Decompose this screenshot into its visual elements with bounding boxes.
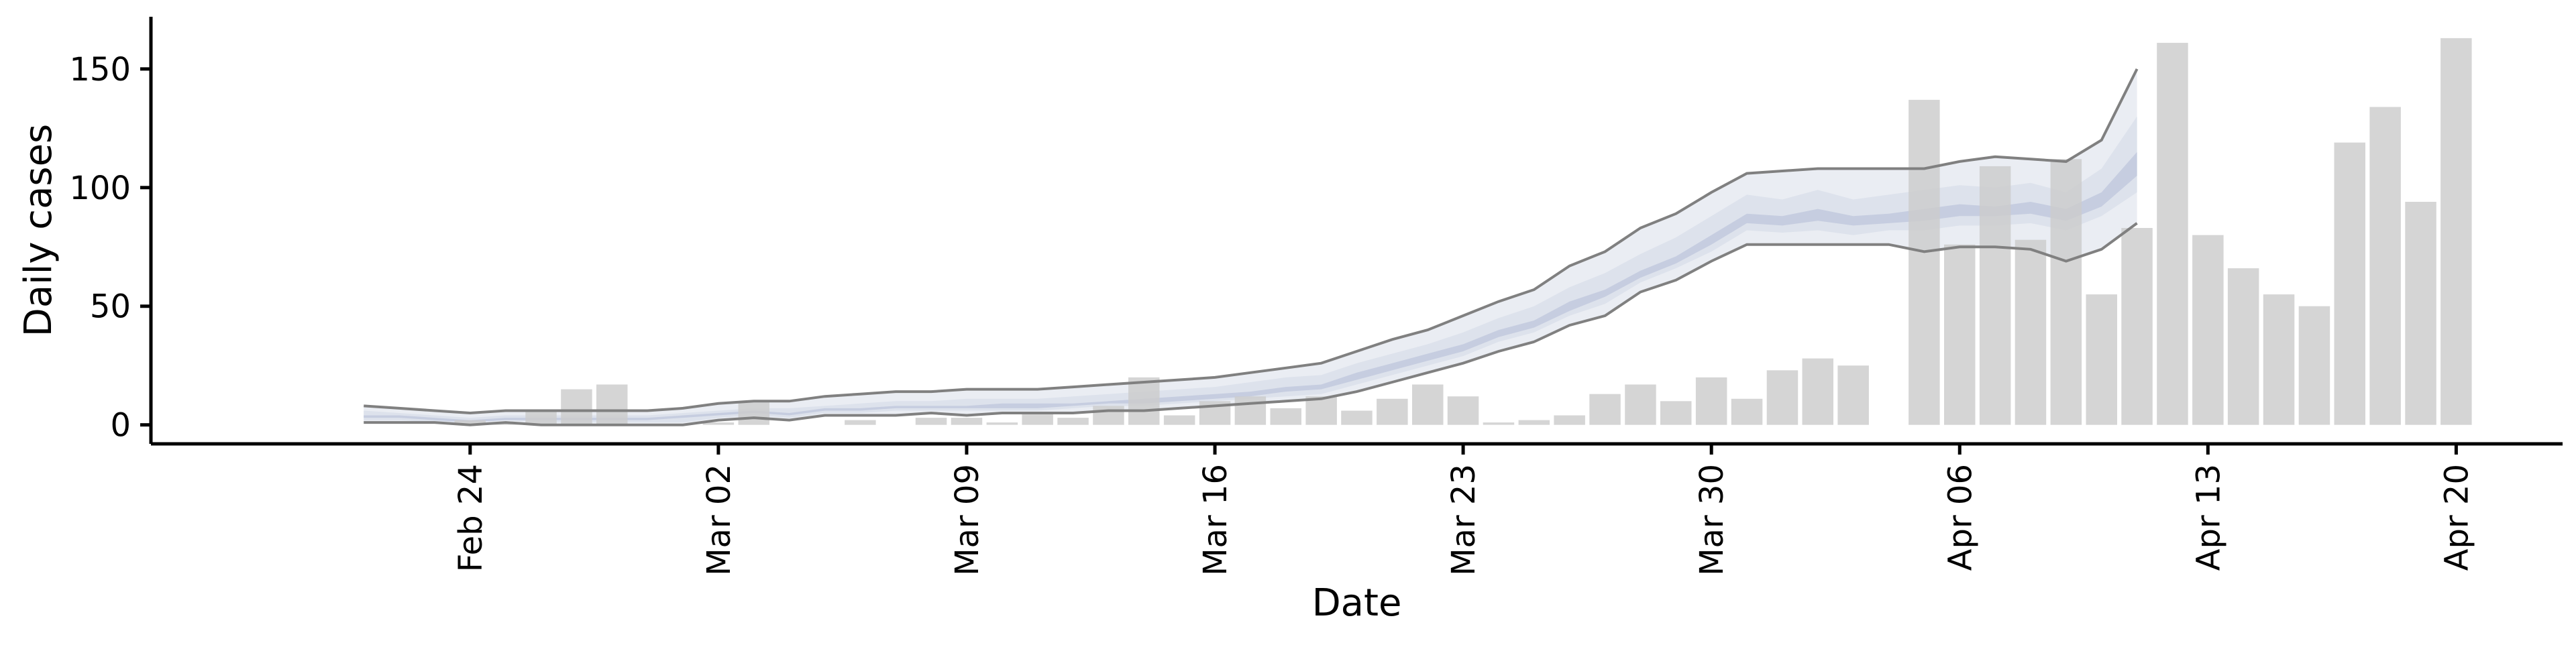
daily-case-bar — [1128, 377, 1160, 425]
y-tick-label: 0 — [110, 407, 131, 445]
daily-case-bar — [1554, 415, 1585, 425]
daily-case-bars — [454, 38, 2472, 425]
daily-case-bar — [2157, 42, 2188, 425]
daily-case-bar — [1305, 396, 1337, 425]
x-tick-label: Mar 23 — [1445, 464, 1483, 576]
daily-case-bar — [1837, 365, 1869, 425]
x-tick-label: Mar 09 — [949, 464, 986, 576]
daily-case-bar — [2263, 294, 2295, 425]
daily-case-bar — [1341, 410, 1373, 425]
daily-case-bar — [2192, 235, 2224, 425]
daily-case-bar — [1377, 398, 1408, 425]
lower-bound-line — [364, 222, 2138, 426]
x-tick-label: Apr 06 — [1941, 464, 1979, 571]
daily-case-bar — [1022, 413, 1053, 425]
daily-case-bar — [561, 389, 592, 425]
daily-case-bar — [1412, 384, 1444, 425]
daily-case-bar — [845, 420, 876, 425]
upper-bound-line — [364, 68, 2139, 415]
daily-case-bar — [1447, 396, 1479, 425]
daily-case-bar — [1802, 358, 1833, 425]
x-tick-label: Apr 20 — [2438, 464, 2475, 571]
x-tick-label: Apr 13 — [2190, 464, 2227, 571]
y-tick-label: 150 — [69, 51, 131, 89]
daily-case-bar — [915, 418, 947, 425]
daily-case-bar — [2086, 294, 2117, 425]
daily-case-bar — [1660, 401, 1692, 425]
daily-case-bar — [1057, 418, 1089, 425]
daily-case-bar — [2121, 228, 2153, 425]
daily-case-bar — [738, 401, 769, 425]
daily-case-bar — [702, 422, 735, 425]
daily-case-bar — [1234, 396, 1267, 425]
daily-case-bar — [1731, 398, 1763, 425]
daily-case-bar — [1270, 408, 1301, 425]
daily-case-bar — [2334, 142, 2365, 425]
daily-case-bar — [1695, 377, 1727, 425]
daily-case-bar — [1589, 394, 1621, 425]
daily-case-bar — [1909, 99, 1940, 425]
x-axis-title: Date — [1312, 581, 1402, 625]
axes: 0 50 100 150 Feb 24 Mar 02 Mar 09 Mar 16 Mar 23 M… — [69, 17, 2563, 576]
daily-case-bar — [2227, 268, 2259, 425]
daily-case-bar — [1093, 406, 1124, 425]
daily-case-bar — [525, 410, 557, 425]
projection-bound-lines — [364, 68, 2139, 426]
daily-case-bar — [1625, 384, 1656, 425]
daily-case-bar — [2298, 306, 2330, 425]
daily-case-bar — [1979, 166, 2011, 425]
daily-case-bar — [951, 418, 983, 425]
daily-case-bar — [454, 420, 486, 425]
daily-case-bar — [596, 384, 628, 425]
daily-case-bar — [986, 422, 1018, 425]
daily-case-bar — [1944, 244, 1976, 425]
y-tick-label: 100 — [69, 170, 131, 207]
daily-case-bar — [2369, 107, 2401, 425]
daily-case-bar — [2015, 239, 2047, 425]
x-tick-label: Mar 30 — [1693, 464, 1731, 576]
x-tick-label: Mar 16 — [1197, 464, 1234, 576]
daily-case-bar — [2050, 159, 2082, 425]
daily-case-bar — [1518, 420, 1550, 425]
daily-case-bar — [1766, 370, 1799, 425]
y-axis-title: Daily cases — [17, 124, 60, 337]
x-tick-label: Feb 24 — [452, 464, 490, 572]
daily-case-bar — [2405, 202, 2436, 425]
y-tick-label: 50 — [90, 288, 131, 326]
daily-case-bar — [1163, 415, 1195, 425]
daily-case-bar — [2440, 38, 2472, 425]
x-tick-label: Mar 02 — [700, 464, 738, 576]
daily-case-bar — [1483, 422, 1515, 425]
